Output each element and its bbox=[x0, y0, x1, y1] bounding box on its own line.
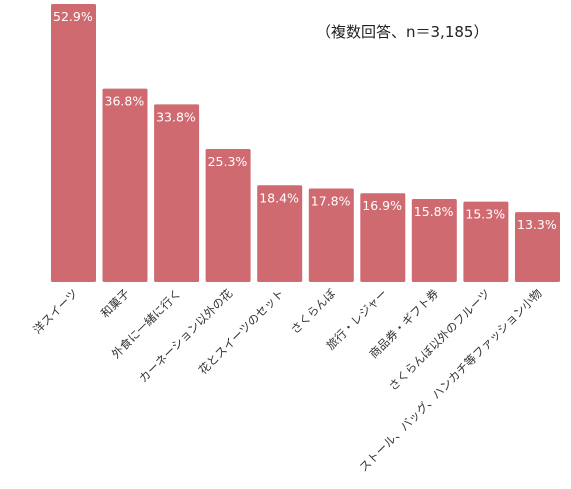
bar bbox=[257, 185, 303, 282]
bar bbox=[205, 149, 251, 282]
bar bbox=[154, 104, 200, 283]
category-label: さくらんぼ bbox=[288, 286, 339, 337]
category-label: ストール、バッグ、ハンカチ等ファッション小物 bbox=[356, 286, 544, 474]
bar bbox=[463, 201, 509, 282]
bar-value-label: 36.8% bbox=[105, 94, 145, 109]
bars-group bbox=[51, 4, 560, 283]
bar bbox=[515, 212, 560, 282]
category-label: 花とスイーツのセット bbox=[196, 286, 287, 377]
bar-value-label: 16.9% bbox=[362, 198, 402, 213]
bar bbox=[51, 4, 96, 282]
bar-value-label: 18.4% bbox=[259, 190, 299, 205]
bar-value-label: 33.8% bbox=[156, 109, 196, 124]
bar bbox=[411, 199, 457, 282]
category-label: カーネーション以外の花 bbox=[136, 286, 236, 386]
category-label: 和菓子 bbox=[98, 286, 132, 320]
bar-value-label: 15.8% bbox=[414, 204, 454, 219]
bar-value-label: 13.3% bbox=[517, 217, 557, 232]
sample-note: （複数回答、n＝3,185） bbox=[316, 23, 488, 41]
bar-value-label: 17.8% bbox=[311, 194, 351, 209]
bar-value-label: 15.3% bbox=[465, 207, 505, 222]
category-label: 洋スイーツ bbox=[30, 286, 80, 336]
bar bbox=[308, 188, 354, 282]
bar-value-label: 52.9% bbox=[53, 9, 93, 24]
bar-value-label: 25.3% bbox=[208, 154, 248, 169]
category-label: さくらんぼ以外のフルーツ bbox=[386, 286, 493, 393]
value-labels-group: 52.9% 36.8% 33.8% 25.3% 18.4% 17.8% 16.9% 15.8%… bbox=[53, 9, 557, 232]
bar bbox=[102, 88, 148, 282]
bar bbox=[360, 193, 406, 282]
